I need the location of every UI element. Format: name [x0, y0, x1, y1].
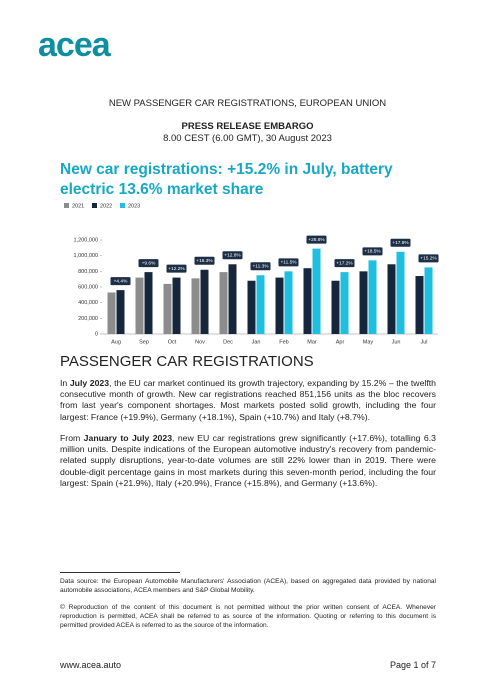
x-tick-label: Nov — [195, 339, 205, 345]
bar — [415, 276, 424, 334]
x-tick-label: Jan — [252, 339, 261, 345]
copyright: © Reproduction of the content of this do… — [60, 604, 436, 629]
annotation: +28.8% — [308, 237, 325, 243]
paragraph: From January to July 2023, new EU car re… — [60, 433, 436, 489]
y-tick-label: 200,000 — [78, 316, 98, 322]
x-tick-label: Aug — [111, 339, 121, 345]
footer-page: Page 1 of 7 — [389, 660, 436, 670]
bar — [247, 280, 256, 334]
annotation: +11.3% — [252, 264, 269, 270]
annotation-box — [138, 259, 159, 268]
annotation-box — [222, 251, 243, 260]
annotation: +16.3% — [196, 258, 213, 264]
bar — [396, 251, 405, 334]
annotation: +17.2% — [336, 260, 353, 266]
footnote-rule — [60, 572, 180, 573]
bar — [368, 260, 377, 334]
annotation: +4.4% — [114, 278, 128, 284]
annotation-box — [418, 254, 439, 263]
legend-swatch — [92, 203, 97, 208]
legend-label: 2021 — [72, 203, 84, 209]
annotation-box — [334, 259, 355, 268]
x-tick-label: Feb — [279, 339, 288, 345]
embargo-title: PRESS RELEASE EMBARGO — [181, 121, 314, 132]
annotation-box — [278, 258, 299, 267]
bar — [331, 280, 340, 334]
y-tick-label: 400,000 — [78, 300, 98, 306]
bold-text: July 2023 — [69, 378, 110, 388]
logo: acea — [38, 26, 111, 64]
bar — [228, 264, 237, 334]
bar — [256, 275, 265, 334]
footnote: Data source: the European Automobile Man… — [60, 578, 436, 594]
text: In — [60, 378, 70, 388]
bar — [275, 277, 284, 334]
annotation-box — [362, 247, 383, 256]
bar — [172, 277, 181, 334]
annotation: +11.5% — [280, 260, 297, 266]
annotation-box — [166, 264, 187, 273]
bar — [340, 272, 349, 334]
bar — [200, 269, 209, 334]
y-tick-label: 1,000,000 — [74, 253, 98, 259]
annotation-box — [306, 235, 327, 244]
bar — [284, 271, 293, 334]
bar — [303, 268, 312, 334]
annotation-box — [390, 238, 411, 247]
annotation: +17.8% — [392, 240, 409, 246]
bar — [219, 272, 228, 334]
bar — [107, 292, 116, 334]
bar — [144, 272, 153, 334]
headline: New car registrations: +15.2% in July, b… — [60, 161, 393, 198]
text: , new EU car registrations grew signific… — [60, 433, 436, 488]
x-tick-label: Jun — [392, 339, 401, 345]
text: From — [60, 433, 84, 443]
legend-swatch — [64, 203, 69, 208]
x-tick-label: Mar — [307, 339, 317, 345]
section-heading: PASSENGER CAR REGISTRATIONS — [60, 353, 314, 370]
x-tick-label: Apr — [336, 339, 345, 345]
annotation: +12.2% — [168, 266, 185, 272]
y-tick-label: 800,000 — [78, 269, 98, 275]
x-tick-label: Sep — [139, 339, 149, 345]
annotation: +9.6% — [142, 260, 156, 266]
embargo-time: 8.00 CEST (6.00 GMT), 30 August 2023 — [163, 133, 332, 144]
x-tick-label: Oct — [168, 339, 177, 345]
legend-swatch — [120, 203, 125, 208]
bar — [163, 283, 172, 334]
bar — [387, 264, 396, 334]
bar — [135, 277, 144, 334]
y-tick-label: 0 — [95, 331, 98, 337]
annotation: +18.5% — [364, 249, 381, 255]
bar — [312, 248, 321, 334]
bold-text: January to July 2023 — [83, 433, 173, 443]
text: , the EU car market continued its growth… — [60, 378, 436, 422]
legend-label: 2022 — [100, 203, 112, 209]
annotation-box — [194, 256, 215, 265]
bar — [191, 278, 200, 334]
legend-label: 2023 — [128, 203, 140, 209]
y-tick-label: 1,200,000 — [74, 237, 98, 243]
annotation: +12.8% — [224, 253, 241, 259]
bar — [116, 290, 125, 334]
x-tick-label: Dec — [223, 339, 233, 345]
header-line: NEW PASSENGER CAR REGISTRATIONS, EUROPEA… — [108, 98, 387, 109]
chart: 2021 2022 2023 0 200,000 400,000 600,000 800,00… — [64, 203, 439, 345]
x-tick-label: Jul — [420, 339, 427, 345]
footer-website[interactable]: www.acea.auto — [60, 660, 122, 670]
annotation: +15.2% — [420, 256, 437, 262]
annotation-box — [250, 262, 271, 271]
x-tick-label: May — [363, 339, 374, 345]
y-tick-label: 600,000 — [78, 284, 98, 290]
paragraph: In July 2023, the EU car market continue… — [60, 378, 436, 423]
annotation-box — [110, 277, 131, 286]
bar — [424, 267, 433, 334]
bar — [359, 271, 368, 334]
